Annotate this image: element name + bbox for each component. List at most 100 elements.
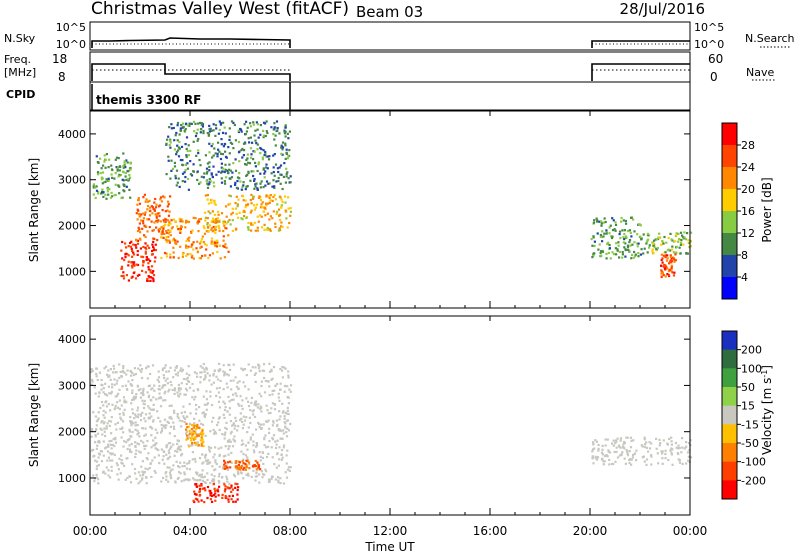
data-cell (229, 195, 232, 198)
freq-label-1: Freq. (4, 53, 31, 66)
data-cell (152, 228, 155, 232)
data-cell (262, 134, 265, 137)
data-cell (260, 427, 263, 430)
data-cell (180, 480, 183, 483)
data-cell (147, 200, 150, 203)
data-cell (601, 457, 604, 460)
data-cell (272, 154, 275, 157)
data-cell (217, 370, 221, 373)
data-cell (684, 238, 688, 241)
data-cell (216, 250, 219, 254)
scatter-region (92, 152, 132, 200)
data-cell (269, 194, 272, 197)
data-cell (240, 404, 243, 407)
data-cell (153, 389, 156, 392)
data-cell (652, 244, 655, 247)
data-cell (214, 495, 217, 498)
data-cell (669, 260, 672, 263)
data-cell (593, 252, 596, 255)
data-cell (228, 168, 231, 171)
data-cell (635, 459, 638, 462)
data-cell (197, 122, 200, 125)
data-cell (207, 459, 210, 462)
data-cell (124, 256, 127, 259)
data-cell (193, 492, 197, 496)
data-cell (144, 467, 147, 470)
data-cell (178, 147, 181, 150)
data-cell (113, 383, 116, 386)
data-cell (214, 221, 217, 224)
data-cell (218, 396, 222, 399)
data-cell (97, 161, 100, 164)
data-cell (210, 403, 214, 407)
data-cell (666, 254, 669, 257)
data-cell (170, 477, 173, 480)
data-cell (168, 452, 171, 455)
data-cell (237, 463, 240, 467)
data-cell (107, 385, 110, 388)
data-cell (176, 442, 179, 446)
data-cell (152, 408, 155, 411)
data-cell (232, 398, 235, 401)
data-cell (132, 397, 135, 400)
data-cell (199, 242, 202, 245)
data-cell (260, 423, 263, 426)
data-cell (270, 369, 273, 373)
cpid-label: CPID (6, 88, 35, 101)
data-cell (250, 209, 253, 212)
data-cell (150, 265, 154, 268)
data-cell (235, 419, 238, 422)
data-cell (288, 221, 291, 225)
data-cell (240, 130, 243, 133)
data-cell (245, 459, 248, 462)
data-cell (128, 428, 131, 431)
data-cell (236, 483, 239, 486)
data-cell (218, 406, 222, 409)
data-cell (95, 375, 98, 378)
data-cell (591, 456, 594, 459)
data-cell (188, 432, 192, 435)
data-cell (249, 198, 252, 202)
data-cell (100, 421, 103, 424)
data-cell (607, 449, 610, 452)
data-cell (197, 433, 200, 436)
data-cell (184, 222, 188, 225)
data-cell (154, 213, 157, 216)
data-cell (113, 194, 116, 197)
data-cell (594, 439, 597, 442)
data-cell (153, 456, 156, 459)
data-cell (277, 396, 280, 399)
data-cell (141, 269, 144, 272)
data-cell (142, 261, 145, 264)
data-cell (271, 199, 274, 202)
data-cell (228, 438, 231, 441)
data-cell (138, 450, 141, 453)
data-cell (179, 231, 182, 234)
data-cell (625, 449, 628, 452)
data-cell (236, 176, 240, 179)
data-cell (110, 432, 113, 435)
data-cell (689, 245, 692, 248)
data-cell (144, 271, 147, 274)
data-cell (677, 452, 680, 456)
data-cell (149, 271, 152, 274)
data-cell (156, 431, 159, 434)
data-cell (166, 239, 169, 242)
data-cell (146, 218, 149, 221)
data-cell (228, 135, 231, 138)
data-cell (273, 122, 276, 125)
data-cell (200, 499, 203, 502)
data-cell (230, 398, 233, 402)
data-cell (668, 437, 671, 441)
data-cell (103, 430, 106, 433)
data-cell (266, 131, 269, 135)
data-cell (284, 425, 287, 428)
data-cell (252, 195, 255, 198)
data-cell (100, 450, 103, 453)
data-cell (138, 273, 141, 276)
data-cell (177, 146, 180, 149)
data-cell (670, 264, 673, 267)
data-cell (147, 385, 150, 388)
data-cell (129, 416, 132, 419)
data-cell (135, 238, 138, 241)
